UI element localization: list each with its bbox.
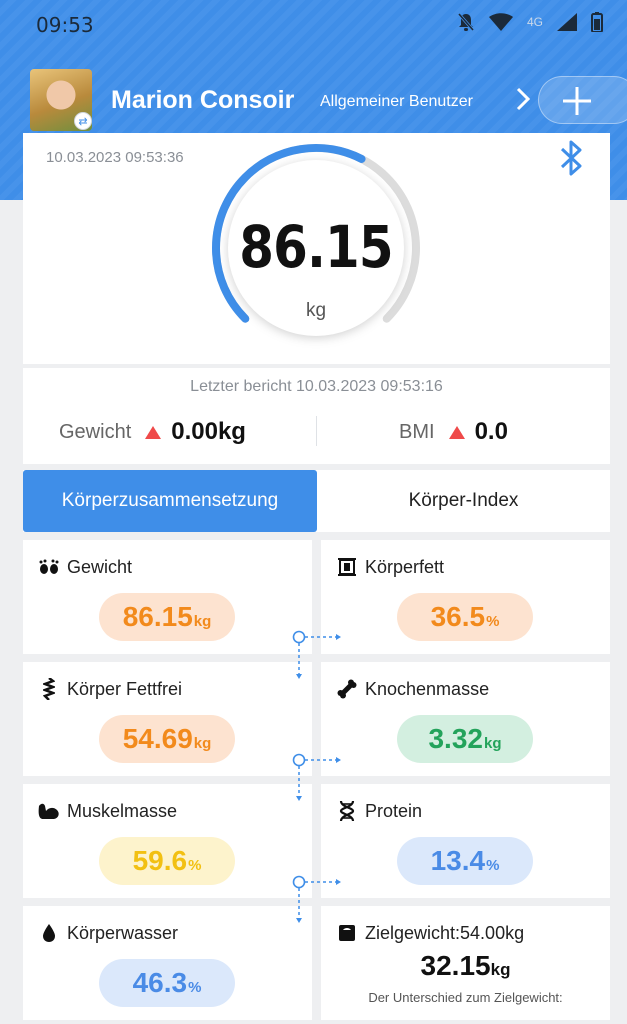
metric-value-pill: 46.3% xyxy=(99,959,235,1007)
user-role[interactable]: Allgemeiner Benutzer xyxy=(320,93,473,110)
metric-value: 36.5 xyxy=(430,601,486,632)
chevron-right-icon[interactable] xyxy=(512,85,534,113)
status-icons: 4G xyxy=(457,12,603,32)
plus-icon xyxy=(563,87,591,115)
goal-difference-value: 32.15 xyxy=(420,950,491,981)
measurement-timestamp: 10.03.2023 09:53:36 xyxy=(46,149,184,166)
weight-unit: kg xyxy=(305,300,327,321)
metric-unit: % xyxy=(188,857,202,874)
weight-card: 10.03.2023 09:53:36 86.15 kg xyxy=(23,133,610,364)
goal-weight-label: Zielgewicht:54.00kg xyxy=(365,922,525,943)
metric-value: 59.6 xyxy=(132,845,188,876)
profile-header: ⇄ Marion Consoir Allgemeiner Benutzer xyxy=(0,66,627,131)
water-drop-icon xyxy=(37,922,61,944)
bmi-change-value: 0.0 xyxy=(474,418,508,445)
bmi-change-label: BMI xyxy=(399,420,435,443)
metric-card-body-water[interactable]: Körperwasser 46.3% xyxy=(23,906,312,1020)
metric-value: 54.69 xyxy=(122,723,193,754)
metric-value: 3.32 xyxy=(428,723,483,754)
metric-value-pill: 86.15 kg xyxy=(99,593,235,641)
metric-value-pill: 54.69 kg xyxy=(99,715,235,763)
metric-unit: % xyxy=(486,613,500,630)
tab-bar: Körperzusammensetzung Körper-Index xyxy=(23,470,610,532)
weight-change-value: 0.00kg xyxy=(171,418,246,445)
footprints-icon xyxy=(37,556,61,578)
dna-icon xyxy=(335,800,359,822)
increase-arrow-icon xyxy=(448,425,465,439)
stat-divider xyxy=(316,416,317,446)
metric-unit: kg xyxy=(193,735,212,752)
status-bar: 09:53 4G xyxy=(0,0,627,48)
weight-value: 86.15 xyxy=(239,213,393,281)
metric-label: Muskelmasse xyxy=(67,800,178,821)
metric-value-pill: 36.5% xyxy=(397,593,533,641)
metric-value-pill: 13.4% xyxy=(397,837,533,885)
goal-weight-value: 32.15kg xyxy=(321,950,610,982)
network-type: 4G xyxy=(526,15,543,29)
spine-icon xyxy=(37,678,61,700)
signal-icon xyxy=(557,13,577,31)
user-name: Marion Consoir xyxy=(111,86,295,114)
metric-card-body-fat[interactable]: Körperfett 36.5% xyxy=(321,540,610,654)
bmi-change-stat: BMI 0.0 xyxy=(399,418,508,446)
body-fat-icon xyxy=(335,556,359,578)
increase-arrow-icon xyxy=(145,425,162,439)
metric-card-protein[interactable]: Protein 13.4% xyxy=(321,784,610,898)
metric-unit: % xyxy=(188,979,202,996)
bone-icon xyxy=(335,678,359,700)
metric-label: Körperfett xyxy=(365,556,445,577)
add-button[interactable] xyxy=(538,76,627,124)
metric-value-pill: 3.32 kg xyxy=(397,715,533,763)
muscle-icon xyxy=(37,800,61,822)
metric-unit: kg xyxy=(483,735,502,752)
last-report-text: Letzter bericht 10.03.2023 09:53:16 xyxy=(190,378,443,395)
metric-value: 86.15 xyxy=(122,601,193,632)
battery-icon xyxy=(591,12,603,32)
metric-label: Körperwasser xyxy=(67,922,179,943)
metric-value-pill: 59.6% xyxy=(99,837,235,885)
scale-icon xyxy=(335,922,359,944)
weight-change-stat: Gewicht 0.00kg xyxy=(59,418,246,446)
wifi-icon xyxy=(488,13,513,31)
metric-label: Protein xyxy=(365,800,423,821)
goal-difference-unit: kg xyxy=(490,960,511,979)
switch-user-icon[interactable]: ⇄ xyxy=(74,112,92,130)
metric-card-bone-mass[interactable]: Knochenmasse 3.32 kg xyxy=(321,662,610,776)
metric-card-lean-mass[interactable]: Körper Fettfrei 54.69 kg xyxy=(23,662,312,776)
metric-label: Knochenmasse xyxy=(365,678,490,699)
status-time: 09:53 xyxy=(36,13,94,37)
tab-body-index[interactable]: Körper-Index xyxy=(408,490,519,511)
metric-card-muscle-mass[interactable]: Muskelmasse 59.6% xyxy=(23,784,312,898)
goal-weight-card[interactable]: Zielgewicht:54.00kg 32.15kg Der Untersch… xyxy=(321,906,610,1020)
last-report-card: Letzter bericht 10.03.2023 09:53:16 Gewi… xyxy=(23,368,610,464)
notifications-off-icon xyxy=(457,13,475,31)
tab-body-composition[interactable]: Körperzusammensetzung xyxy=(23,470,317,532)
metric-label: Körper Fettfrei xyxy=(67,678,183,699)
metric-value: 46.3 xyxy=(132,967,188,998)
goal-difference-note: Der Unterschied zum Zielgewicht: xyxy=(368,990,563,1005)
weight-gauge xyxy=(212,144,420,336)
metric-label: Gewicht xyxy=(67,556,133,577)
metric-unit: kg xyxy=(193,613,212,630)
bluetooth-icon[interactable] xyxy=(556,139,588,177)
metric-card-weight[interactable]: Gewicht 86.15 kg xyxy=(23,540,312,654)
weight-change-label: Gewicht xyxy=(59,420,132,443)
metric-value: 13.4 xyxy=(430,845,486,876)
metric-unit: % xyxy=(486,857,500,874)
